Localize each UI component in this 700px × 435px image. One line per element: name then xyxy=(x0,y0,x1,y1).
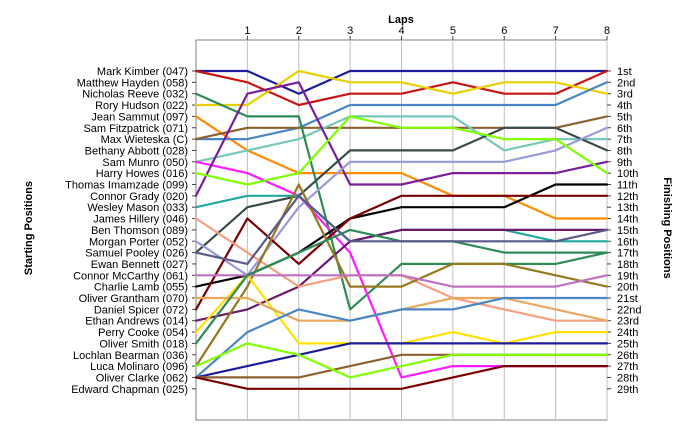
series-line-1 xyxy=(194,69,609,95)
finishing-position-label: 2nd xyxy=(617,77,635,89)
series-line-19 xyxy=(194,183,609,368)
starting-position-label: Daniel Spicer (072) xyxy=(94,304,188,316)
starting-position-label: Morgan Porter (052) xyxy=(89,236,188,248)
starting-position-label: Rory Hudson (022) xyxy=(95,100,188,112)
series-line-10 xyxy=(194,81,609,197)
starting-position-label: Luca Molinaro (096) xyxy=(90,361,188,373)
finishing-position-label: 9th xyxy=(617,157,632,169)
finishing-position-label: 19th xyxy=(617,270,638,282)
finishing-position-label: 26th xyxy=(617,350,638,362)
finishing-position-label: 1st xyxy=(617,66,632,78)
series-line-8 xyxy=(194,92,609,311)
finishing-position-label: 18th xyxy=(617,259,638,271)
starting-position-label: Oliver Grantham (070) xyxy=(79,293,188,305)
series-line-22 xyxy=(194,274,609,288)
starting-position-label: Charlie Lamb (055) xyxy=(94,282,188,294)
starting-position-label: Mark Kimber (047) xyxy=(97,66,188,78)
y-axis-title-right: Finishing Positions xyxy=(661,177,673,278)
finishing-position-label: 27th xyxy=(617,361,638,373)
starting-position-label: Sam Munro (050) xyxy=(102,157,188,169)
starting-position-label: Thomas Imamzade (099) xyxy=(65,180,188,192)
finishing-position-label: 3rd xyxy=(617,89,633,101)
series-line-5 xyxy=(194,81,609,141)
finishing-position-label: 20th xyxy=(617,282,638,294)
starting-position-label: Harry Howes (016) xyxy=(96,168,188,180)
finishing-position-label: 23rd xyxy=(617,316,639,328)
series-line-26 xyxy=(194,342,609,379)
x-tick-label: 7 xyxy=(553,25,559,37)
series-line-3 xyxy=(194,69,609,107)
finishing-position-label: 13th xyxy=(617,202,638,214)
starting-position-label: Lochlan Bearman (036) xyxy=(73,350,188,362)
labels: 1 2 3 4 5 6 7 8 Mark Kimber (047)Matthew Hayden … xyxy=(65,25,641,396)
finishing-position-label: 8th xyxy=(617,145,632,157)
starting-position-label: Sam Fitzpatrick (071) xyxy=(83,123,188,135)
starting-position-label: Oliver Smith (018) xyxy=(99,338,188,350)
finishing-position-label: 25th xyxy=(617,338,638,350)
x-tick-label: 1 xyxy=(244,25,250,37)
finishing-position-label: 11th xyxy=(617,180,638,192)
x-tick-label: 8 xyxy=(604,25,610,37)
series-line-21 xyxy=(194,342,609,379)
finishing-position-label: 10th xyxy=(617,168,638,180)
finishing-position-label: 16th xyxy=(617,236,638,248)
series-line-14 xyxy=(194,115,609,186)
starting-position-label: Ben Thomson (089) xyxy=(91,225,188,237)
x-tick-label: 3 xyxy=(347,25,353,37)
starting-position-label: Ewan Bennett (027) xyxy=(91,259,188,271)
starting-position-label: Ethan Andrews (014) xyxy=(85,316,188,328)
finishing-position-label: 7th xyxy=(617,134,632,146)
finishing-position-label: 17th xyxy=(617,248,638,260)
starting-position-label: Connor McCarthy (061) xyxy=(73,270,188,282)
series-line-16 xyxy=(194,194,609,311)
finishing-position-label: 15th xyxy=(617,225,638,237)
finishing-position-label: 22nd xyxy=(617,304,641,316)
x-tick-label: 2 xyxy=(296,25,302,37)
series-lines xyxy=(194,69,609,390)
series-line-4 xyxy=(194,115,609,220)
series-line-29 xyxy=(194,194,609,265)
finishing-position-label: 14th xyxy=(617,214,638,226)
starting-position-label: Connor Grady (020) xyxy=(90,191,188,203)
starting-position-label: Wesley Mason (033) xyxy=(87,202,188,214)
finishing-position-label: 4th xyxy=(617,100,632,112)
series-line-17 xyxy=(194,228,609,322)
series-line-7 xyxy=(194,115,609,163)
finishing-position-label: 21st xyxy=(617,293,638,305)
finishing-position-label: 5th xyxy=(617,111,632,123)
starting-position-label: Matthew Hayden (058) xyxy=(77,77,188,89)
starting-position-label: Bethany Abbott (028) xyxy=(85,145,188,157)
starting-position-label: Jean Sammut (097) xyxy=(91,111,188,123)
series-line-27 xyxy=(194,365,609,390)
starting-position-label: James Hillery (046) xyxy=(93,214,188,226)
finishing-position-label: 6th xyxy=(617,123,632,135)
starting-position-label: Max Wieteska (C) xyxy=(101,134,188,146)
x-axis-title: Laps xyxy=(388,14,414,26)
x-tick-label: 6 xyxy=(501,25,507,37)
y-axis-title-left: Starting Positions xyxy=(23,181,35,275)
x-tick-label: 5 xyxy=(450,25,456,37)
series-line-11 xyxy=(194,126,609,254)
finishing-position-label: 12th xyxy=(617,191,638,203)
series-line-24 xyxy=(194,296,609,379)
finishing-position-label: 24th xyxy=(617,327,638,339)
starting-position-label: Samuel Pooley (026) xyxy=(85,248,188,260)
finishing-position-label: 29th xyxy=(617,384,638,396)
finishing-position-label: 28th xyxy=(617,372,638,384)
starting-position-label: Nicholas Reeve (032) xyxy=(82,89,188,101)
starting-position-label: Oliver Clarke (062) xyxy=(96,372,188,384)
x-tick-label: 4 xyxy=(398,25,404,37)
starting-position-label: Edward Chapman (025) xyxy=(71,384,188,396)
starting-position-label: Perry Cooke (054) xyxy=(98,327,188,339)
